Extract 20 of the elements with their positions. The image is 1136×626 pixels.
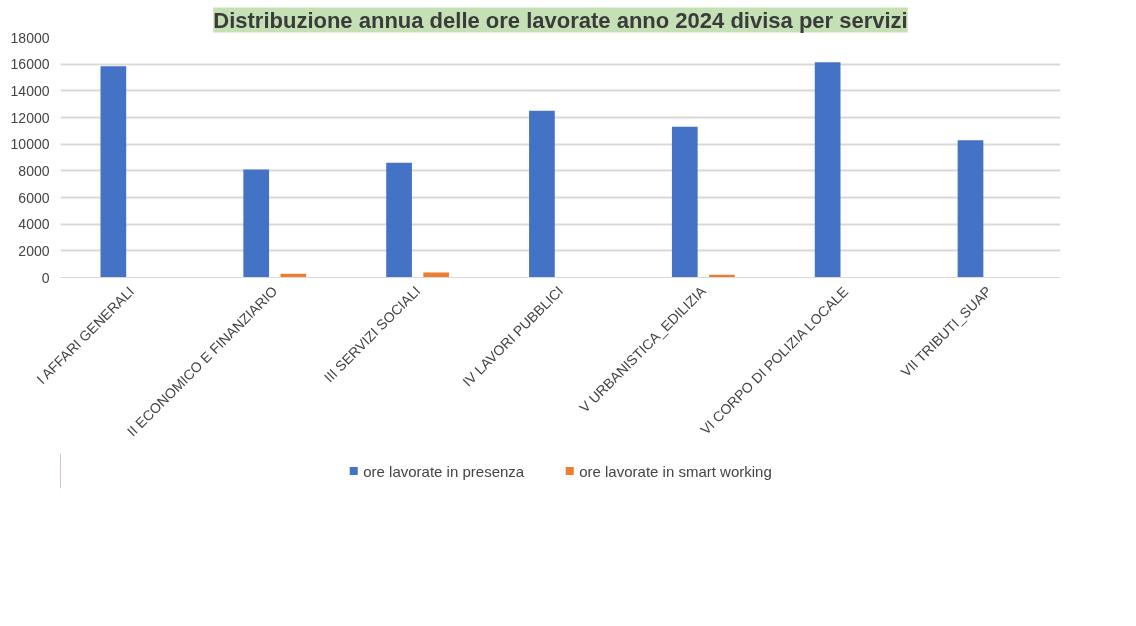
y-tick-label: 0 <box>41 269 50 286</box>
chart-title: Distribuzione annua delle ore lavorate anno 2024 divisa per servizi <box>213 7 908 33</box>
y-tick-label: 10000 <box>10 136 50 153</box>
y-tick-label: 4000 <box>18 216 50 233</box>
bar <box>100 66 127 278</box>
bar <box>386 162 412 278</box>
y-tick-label: 6000 <box>18 189 50 206</box>
bar <box>529 110 555 278</box>
y-tick-label: 14000 <box>10 82 50 99</box>
y-tick-label: 16000 <box>10 56 50 73</box>
bar <box>671 126 698 278</box>
bar <box>243 169 270 278</box>
y-tick-label: 18000 <box>10 29 50 46</box>
y-tick-label: 8000 <box>18 162 50 179</box>
bar <box>814 62 841 278</box>
legend-label: ore lavorate in smart working <box>579 462 772 479</box>
y-tick-label: 12000 <box>10 109 50 126</box>
bar <box>957 140 984 278</box>
legend-label: ore lavorate in presenza <box>363 462 525 479</box>
y-tick-label: 2000 <box>18 242 50 259</box>
